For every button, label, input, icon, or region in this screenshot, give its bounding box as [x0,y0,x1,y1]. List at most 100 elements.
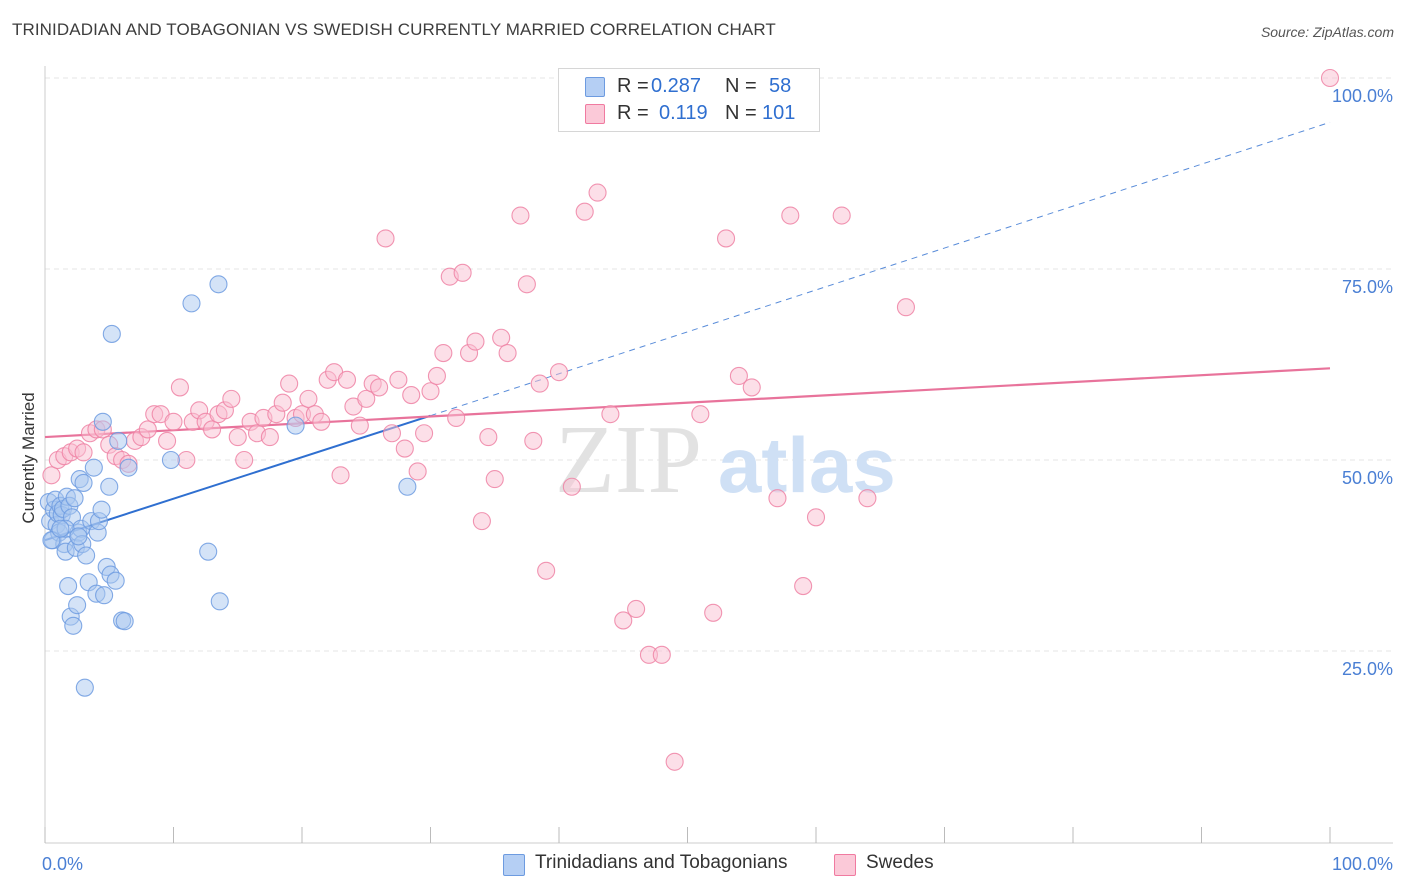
trinidadian-point [115,612,134,631]
swedes-point [472,512,491,531]
trinidadian-point [93,412,112,431]
swedes-point [370,378,389,397]
swedes-point [280,374,299,393]
trinidadian-point [102,324,121,343]
swedes-point [575,202,594,221]
swedes-point [350,416,369,435]
swedes-point [537,561,556,580]
swedes-point [511,206,530,225]
swedes-point [382,424,402,443]
trinidadian-point [51,519,70,538]
swedes-point [794,577,813,596]
legend-n-label: N = [725,75,757,97]
swedes-point [74,443,93,462]
correlation-legend: R = 0.287 N = 58 R = 0.119 N = 101 [558,68,820,132]
swedes-point [228,428,247,447]
swedes-point [260,428,279,447]
swedes-point [415,424,434,443]
swedes-point [395,439,414,458]
trinidadian-point [69,527,88,546]
swedes-point [357,389,376,408]
trinidadian-point [68,596,87,615]
swedes-point [42,466,61,485]
swedes-point [164,412,183,431]
swedes-point [273,393,292,412]
label-layer: 25.0% 50.0% 75.0% 100.0% 0.0% 100.0% Currently… [19,86,1393,874]
grid-layer [45,77,1393,652]
axis-layer [44,66,1393,844]
legend-r-label: R = [617,102,649,124]
swedes-point [485,470,504,489]
swedes-point [530,374,549,393]
swedes-point [742,378,761,397]
trinidadian-point [95,586,114,605]
swedes-point [729,366,748,386]
swedes-point [781,206,800,225]
swedes-point [376,229,395,248]
swedes-point [492,328,511,347]
swedes-point [1320,68,1340,88]
swedes-point [337,370,357,389]
watermark-zip: ZIP [555,406,702,514]
series-swatch-pink [834,854,856,876]
swedes-point [447,408,466,428]
swedes-point [549,363,569,382]
swedes-point [652,645,671,664]
trinidadian-point [75,678,94,697]
trinidadian-point [119,458,138,477]
legend-r-value: 0.119 [659,102,708,124]
legend-n-value: 58 [769,75,792,97]
legend-r-value: 0.287 [651,75,702,97]
trinidadian-point [84,458,103,477]
swedes-point [402,386,421,405]
swedes-point [479,428,498,447]
legend-n-label: N = [725,102,757,124]
watermark: ZIP atlas [555,406,896,514]
y-tick-label: 75.0% [1342,277,1393,297]
trinidadian-point [286,416,305,435]
y-tick-label: 100.0% [1332,86,1393,106]
swedes-point [614,611,633,630]
swedes-point [408,462,427,481]
trinidadian-point [210,592,229,611]
trinidadian-point [100,477,119,496]
swedes-point [562,477,581,496]
trinidadian-trend-line [44,414,431,542]
swedes-point [177,450,196,470]
series-legend-label: Trinidadians and Tobagonians [535,852,788,873]
swedes-point [389,370,408,389]
x-tick-label: 100.0% [1332,854,1393,874]
swedes-point [858,489,877,508]
swedes-point [158,431,177,450]
swedes-point [331,466,350,485]
legend-row-swedes: R = 0.119 N = 101 [559,100,819,128]
swedes-point [524,431,543,450]
swedes-point [222,389,241,408]
swedes-point [498,343,517,363]
swedes-point [312,412,331,431]
swedes-point [588,183,607,202]
swedes-point [466,332,485,351]
swedes-point [434,343,453,363]
swedes-point [896,298,916,317]
trinidadian-point [65,489,84,508]
swedes-point [716,229,736,248]
swedes-point [704,603,723,622]
legend-swatch-pink [585,104,605,124]
swedes-point [806,508,826,527]
legend-swatch-blue [585,77,605,97]
series-swatch-blue [503,854,525,876]
swedes-point [768,489,787,508]
y-axis-label: Currently Married [19,392,38,523]
swedes-point [665,752,684,771]
trinidadian-point [109,431,128,450]
swedes-point [517,275,536,294]
swedes-point [601,405,620,424]
chart-title: TRINIDADIAN AND TOBAGONIAN VS SWEDISH CU… [12,20,776,39]
trinidadian-point [74,473,93,492]
trinidadian-point [92,500,111,519]
swedes-point [691,405,710,424]
swedes-point [453,263,472,282]
swedes-point [235,450,254,470]
trinidadian-point [77,546,96,565]
